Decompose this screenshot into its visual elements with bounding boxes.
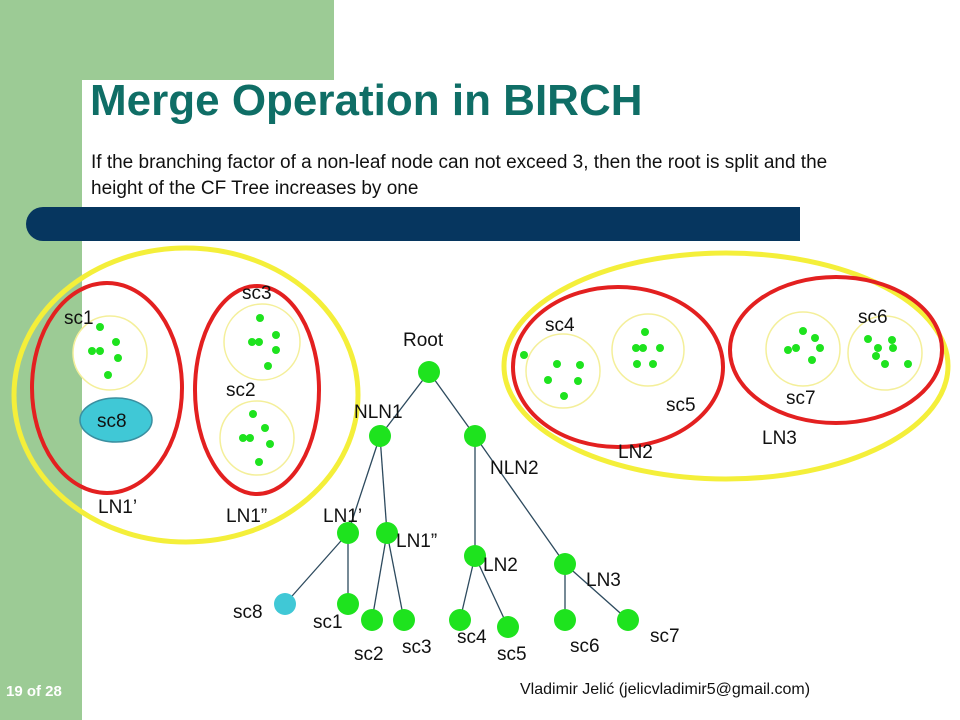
tree-label-sc6: sc6 — [570, 636, 600, 657]
space-label-ln1p: LN1’ — [98, 497, 137, 518]
space-label-sc4: sc4 — [545, 315, 575, 336]
tree-leaf-sc7 — [617, 609, 639, 631]
tree-node-ln1p — [337, 522, 359, 544]
ln1pp-red-ring — [193, 284, 321, 496]
tree-leaf-sc8 — [274, 593, 296, 615]
tree-leaf-sc6 — [554, 609, 576, 631]
top-accent-block — [82, 0, 334, 80]
subcluster-sc1 — [72, 315, 148, 391]
tree-label-ln1pp: LN1” — [396, 531, 437, 552]
tree-label-sc4: sc4 — [457, 627, 487, 648]
tree-label-sc2: sc2 — [354, 644, 384, 665]
subcluster-sc7 — [765, 311, 841, 387]
ln3-red-ring — [728, 275, 944, 425]
space-label-ln3: LN3 — [762, 428, 797, 449]
group-left-yellow-ring — [11, 245, 361, 545]
tree-label-sc7: sc7 — [650, 626, 680, 647]
space-label-sc2: sc2 — [226, 380, 256, 401]
tree-label-sc5: sc5 — [497, 644, 527, 665]
tree-label-ln1p: LN1’ — [323, 506, 362, 527]
tree-leaf-sc2 — [361, 609, 383, 631]
tree-node-nln1 — [369, 425, 391, 447]
space-label-ln1pp: LN1” — [226, 506, 267, 527]
tree-label-ln2: LN2 — [483, 555, 518, 576]
tree-label-sc8: sc8 — [233, 602, 263, 623]
tree-label-root: Root — [403, 330, 444, 351]
space-label-sc3: sc3 — [242, 283, 272, 304]
tree-edges — [284, 371, 629, 628]
space-label-sc8: sc8 — [97, 411, 127, 432]
space-label-sc7: sc7 — [786, 388, 816, 409]
tree-label-sc3: sc3 — [402, 637, 432, 658]
tree-leaf-sc4 — [449, 609, 471, 631]
ln2-red-ring — [511, 285, 725, 449]
tree-leaf-sc3 — [393, 609, 415, 631]
tree-node-ln3 — [554, 553, 576, 575]
subcluster-sc5 — [611, 313, 685, 387]
page-number: 19 of 28 — [6, 683, 62, 700]
tree-leaf-sc5 — [497, 616, 519, 638]
space-label-sc6: sc6 — [858, 307, 888, 328]
tree-label-nln2: NLN2 — [490, 458, 539, 479]
subcluster-sc6 — [847, 315, 923, 391]
tree-label-nln1: NLN1 — [354, 402, 403, 423]
ln1p-red-ring — [30, 281, 184, 495]
slide-title: Merge Operation in BIRCH — [90, 76, 643, 125]
tree-leaf-sc1 — [337, 593, 359, 615]
subcluster-sc3 — [223, 303, 301, 381]
subcluster-sc4 — [520, 333, 601, 409]
subcluster-sc8 — [79, 397, 153, 443]
tree-label-ln3: LN3 — [586, 570, 621, 591]
left-accent-strip — [0, 0, 82, 720]
group-right-yellow-ring — [501, 250, 951, 482]
subcluster-sc2 — [219, 400, 295, 476]
tree-node-root — [418, 361, 440, 383]
tree-label-sc1: sc1 — [313, 612, 343, 633]
tree-node-ln1pp — [376, 522, 398, 544]
slide-subtitle: If the branching factor of a non-leaf no… — [91, 152, 828, 199]
tree-node-ln2 — [464, 545, 486, 567]
space-label-sc5: sc5 — [666, 395, 696, 416]
author-credit: Vladimir Jelić (jelicvladimir5@gmail.com… — [520, 681, 811, 698]
title-divider-bar — [26, 207, 800, 241]
tree-node-nln2 — [464, 425, 486, 447]
space-label-sc1: sc1 — [64, 308, 94, 329]
space-label-ln2: LN2 — [618, 442, 653, 463]
